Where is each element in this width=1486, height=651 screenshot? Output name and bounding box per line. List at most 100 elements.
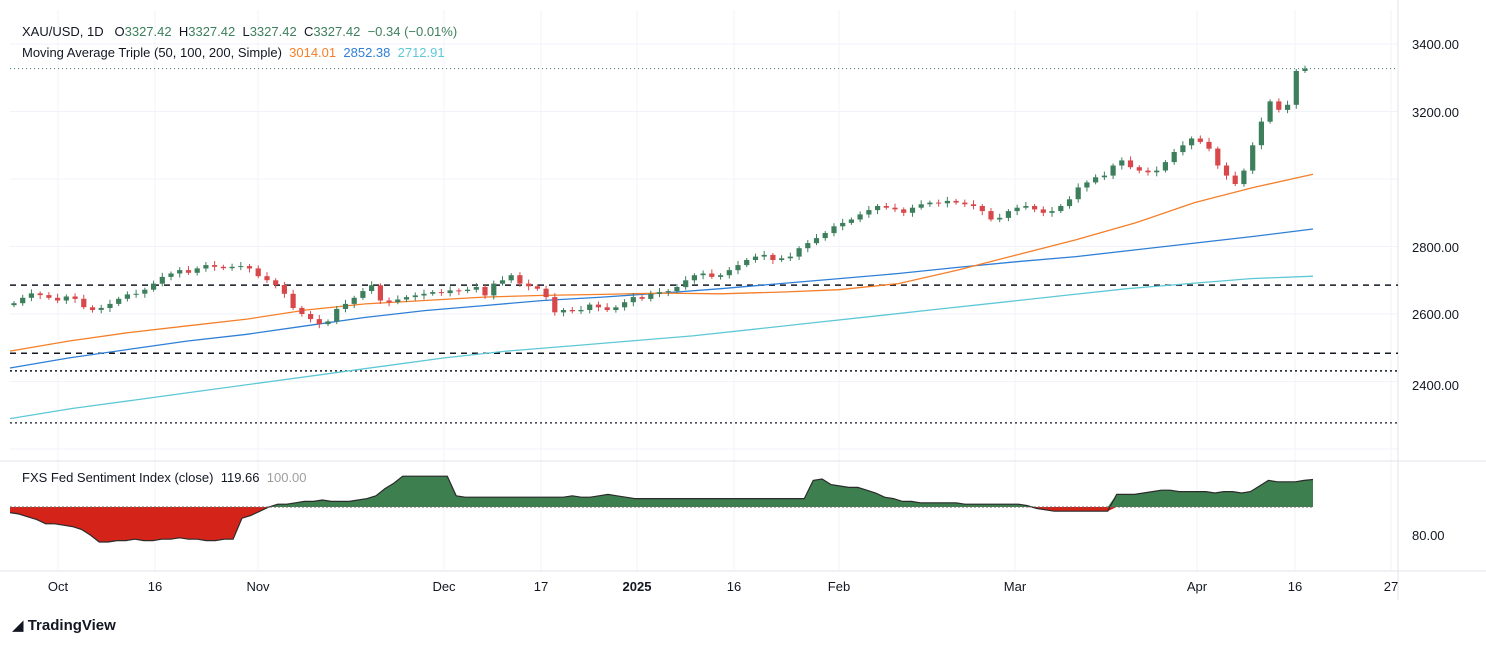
candle-body xyxy=(526,283,532,287)
candle-body xyxy=(665,291,671,293)
candle-body xyxy=(37,293,43,296)
close-value: 3327.42 xyxy=(313,24,361,39)
candle-body xyxy=(1258,121,1264,146)
candle-body xyxy=(1040,209,1046,213)
candle-body xyxy=(639,297,645,299)
candle-body xyxy=(395,299,401,303)
candle-body xyxy=(604,307,610,310)
indicator-last-badge: 119.66 xyxy=(1419,473,1459,488)
indicator-label: FXS Fed Sentiment Index (close) xyxy=(22,470,214,485)
level-badge: 2483.75 xyxy=(1415,345,1463,360)
candle-body xyxy=(1162,162,1168,171)
candle-body xyxy=(1005,211,1011,218)
candle-body xyxy=(691,275,697,281)
candle-body xyxy=(1267,101,1273,122)
candle-body xyxy=(290,293,296,308)
candle-body xyxy=(909,207,916,213)
candle-body xyxy=(718,275,724,277)
candle-body xyxy=(622,302,628,308)
candle-body xyxy=(648,293,654,299)
change-value: −0.34 (−0.01%) xyxy=(367,24,458,39)
candle-body xyxy=(1084,182,1090,188)
level-badge: 2144.48 xyxy=(1415,441,1463,456)
candle-body xyxy=(813,238,820,244)
candle-body xyxy=(1136,167,1142,171)
candle-body xyxy=(508,275,514,281)
candle-body xyxy=(465,289,471,291)
candle-body xyxy=(360,291,366,298)
candle-body xyxy=(1049,211,1055,213)
candle-body xyxy=(543,288,549,298)
candle-body xyxy=(46,295,52,298)
candle-body xyxy=(1250,145,1256,171)
candle-body xyxy=(726,270,732,276)
close-label: C xyxy=(303,24,314,39)
high-label: H xyxy=(178,24,189,39)
x-axis-label: 17 xyxy=(533,579,549,594)
candle-body xyxy=(831,226,837,234)
candle-body xyxy=(28,293,34,298)
candle-body xyxy=(857,214,863,220)
open-value: 3327.42 xyxy=(124,24,172,39)
low-value: 3327.42 xyxy=(249,24,297,39)
candle-body xyxy=(369,285,375,291)
price-axis-label: 3400.00 xyxy=(1412,37,1459,52)
candle-body xyxy=(1285,104,1291,110)
ma-legend-label: Moving Average Triple (50, 100, 200, Sim… xyxy=(22,45,282,60)
candle-body xyxy=(988,211,994,220)
price-axis-label: 3200.00 xyxy=(1412,105,1459,120)
candle-body xyxy=(1197,138,1203,142)
candle-body xyxy=(683,280,689,288)
candle-body xyxy=(299,307,305,314)
x-axis-label: Dec xyxy=(432,579,456,594)
candle-body xyxy=(1293,71,1299,105)
candle-body xyxy=(1215,148,1221,166)
candle-body xyxy=(613,307,619,310)
candle-body xyxy=(212,265,218,267)
candle-body xyxy=(98,307,104,310)
candle-body xyxy=(308,314,314,320)
candle-body xyxy=(107,303,113,308)
x-axis-label: 2025 xyxy=(622,579,652,594)
ma200-value: 2712.91 xyxy=(397,45,445,60)
candle-body xyxy=(491,283,497,296)
candle-body xyxy=(1119,160,1125,166)
candle-body xyxy=(81,298,87,308)
candle-body xyxy=(264,276,270,281)
candle-body xyxy=(11,303,17,306)
tradingview-logo-text: TradingView xyxy=(27,617,116,634)
candle-body xyxy=(142,289,148,294)
candle-body xyxy=(752,256,759,260)
candle-body xyxy=(578,310,584,312)
last-price-badge: 3327.42 xyxy=(1415,62,1463,77)
indicator-baseline: 100.00 xyxy=(266,470,307,485)
candle-body xyxy=(1093,177,1099,183)
candle-body xyxy=(1206,141,1212,149)
candle-body xyxy=(334,308,340,322)
candle-body xyxy=(351,297,357,304)
candle-body xyxy=(1145,170,1151,173)
tradingview-logo[interactable]: ◢ TradingView xyxy=(12,616,116,634)
x-axis-label: Apr xyxy=(1186,579,1208,594)
candle-body xyxy=(674,287,680,292)
candle-body xyxy=(656,292,663,294)
candle-body xyxy=(438,292,444,294)
candle-body xyxy=(20,297,26,304)
candle-body xyxy=(316,319,322,325)
low-label: L xyxy=(242,24,250,39)
candle-body xyxy=(1066,199,1073,207)
candle-body xyxy=(560,310,567,313)
candle-body xyxy=(177,270,183,274)
candle-body xyxy=(517,275,523,284)
candle-body xyxy=(421,293,427,296)
candle-body xyxy=(979,206,985,212)
candle-body xyxy=(159,276,165,284)
x-axis-label: 16 xyxy=(1287,579,1303,594)
candle-body xyxy=(238,266,244,268)
candle-body xyxy=(124,294,130,299)
ma100-badge: 2852.38 xyxy=(1415,221,1463,236)
candle-body xyxy=(787,256,793,259)
candle-body xyxy=(1014,207,1020,212)
candle-body xyxy=(970,204,977,206)
